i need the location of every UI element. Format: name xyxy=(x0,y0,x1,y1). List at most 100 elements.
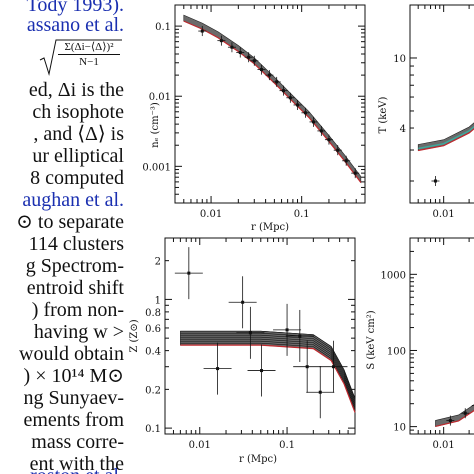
data-point xyxy=(298,334,302,338)
model-red-line xyxy=(418,128,474,152)
paper-text-line: ⊙ to separate xyxy=(16,211,124,233)
data-point xyxy=(463,411,467,415)
model-red-line xyxy=(180,344,356,413)
model-hatch-line xyxy=(180,336,356,405)
y-tick-label: 0.4 xyxy=(145,347,161,358)
paper-text-line: ed, Δi is the xyxy=(28,79,124,101)
data-point xyxy=(281,89,285,93)
paper-text-line: g Spectrom- xyxy=(25,255,124,277)
y-tick-label: 10 xyxy=(393,423,406,434)
data-point xyxy=(285,328,289,332)
panel-ne-frame xyxy=(174,4,366,204)
data-point xyxy=(311,120,315,124)
x-tick-label: 0.01 xyxy=(433,209,455,220)
model-band xyxy=(183,14,362,184)
model-red-line xyxy=(183,20,362,183)
data-point xyxy=(327,138,331,142)
y-tick-label: 1 xyxy=(155,295,161,306)
panel-ne-ylabel: nₑ (cm⁻³) xyxy=(150,102,161,148)
figure: nₑ (cm⁻³) r (Mpc) T (keV) Z (Z⊙) r (Mpc)… xyxy=(129,4,474,465)
data-point xyxy=(260,369,264,373)
y-tick-label: 0.6 xyxy=(145,324,161,335)
model-teal-line xyxy=(418,125,474,150)
x-tick-label: 0.1 xyxy=(294,209,310,220)
paper-text-line: assano et al. xyxy=(26,14,124,36)
panel-Z-xlabel: r (Mpc) xyxy=(239,454,277,465)
data-point xyxy=(241,300,245,304)
paper-text-line: ng Sunyaev- xyxy=(23,387,124,409)
paper-text-line: 114 clusters xyxy=(28,233,124,255)
paper-text-line: 8 computed xyxy=(30,167,124,189)
paper-text-line: would obtain xyxy=(19,343,124,365)
x-tick-label: 0.01 xyxy=(200,209,222,220)
data-point xyxy=(238,51,242,55)
data-point xyxy=(303,111,307,115)
data-point xyxy=(344,159,348,163)
data-point xyxy=(305,365,309,369)
y-tick-label: 2 xyxy=(155,257,161,268)
paper-text-line: , and ⟨Δ⟩ is xyxy=(33,123,124,145)
data-point xyxy=(187,271,191,275)
data-point xyxy=(275,80,279,84)
model-red-line xyxy=(435,409,474,428)
paper-text-line: ements from xyxy=(23,409,124,431)
panel-Z-frame xyxy=(164,237,356,435)
data-point xyxy=(248,331,252,335)
model-hatch-line xyxy=(180,330,356,399)
data-point xyxy=(200,29,204,33)
y-tick-label: 1000 xyxy=(381,270,406,281)
paper-text-line: ) × 10¹⁴ M⊙ xyxy=(23,365,124,387)
paper-text-line: ur elliptical xyxy=(32,145,124,167)
data-point xyxy=(252,59,256,63)
paper-text-line: ent with the xyxy=(29,453,124,474)
data-point xyxy=(319,129,323,133)
data-point xyxy=(288,96,292,100)
y-tick-label: 0.8 xyxy=(145,308,161,319)
data-point xyxy=(219,39,223,43)
paper-text-line: aughan et al. xyxy=(22,189,124,211)
y-tick-label: 0.001 xyxy=(142,162,171,173)
panel-T-ylabel: T (keV) xyxy=(378,96,389,133)
paper-text-line: roston et al. xyxy=(30,465,124,474)
data-point xyxy=(336,148,340,152)
paper-text-line: having w > xyxy=(33,321,124,343)
paper-text-line: ) from non- xyxy=(31,299,124,321)
panel-Z-ylabel: Z (Z⊙) xyxy=(129,319,140,352)
formula-numerator: Σ(Δi−⟨Δ⟩)² xyxy=(58,41,120,55)
paper-text-line: entroid shift xyxy=(26,277,124,299)
panel-S-frame xyxy=(409,237,474,435)
data-point xyxy=(267,73,271,77)
data-point xyxy=(216,367,220,371)
formula-sqrt: Σ(Δi−⟨Δ⟩)² N−1 xyxy=(38,38,122,78)
paper-text-line: mass corre- xyxy=(31,431,124,453)
data-point xyxy=(353,171,357,175)
model-hatch-line xyxy=(180,334,356,403)
formula-denominator: N−1 xyxy=(79,56,99,68)
data-point xyxy=(318,390,322,394)
y-tick-label: 4 xyxy=(400,124,406,135)
panel-ne-xlabel: r (Mpc) xyxy=(251,222,289,233)
panel-S-ylabel: S (keV cm²) xyxy=(366,310,377,369)
x-tick-label: 0.1 xyxy=(279,440,295,451)
data-point xyxy=(259,68,263,72)
y-tick-label: 10 xyxy=(393,54,406,65)
x-tick-label: 0.01 xyxy=(189,440,211,451)
y-tick-label: 0.1 xyxy=(155,22,171,33)
y-tick-label: 0.1 xyxy=(145,424,161,435)
paper-text-line: ch isophote xyxy=(32,101,124,123)
chart-marks: 0.01 0.1 0.1 0.01 0.001 0.01 10 4 0.01 0.1 2 1 0.8 0.… xyxy=(142,4,474,451)
data-point xyxy=(448,419,452,423)
model-hatch-line xyxy=(180,338,356,407)
data-point xyxy=(247,55,251,59)
x-tick-label: 0.01 xyxy=(433,440,455,451)
panel-T-frame xyxy=(409,4,474,204)
paper-text-line: Tody 1993). xyxy=(26,0,124,16)
model-hatch-line xyxy=(180,340,356,409)
paper-text-column: Tody 1993). assano et al. ed, Δi is the ch … xyxy=(0,0,128,474)
y-tick-label: 100 xyxy=(387,346,406,357)
model-hatch-line xyxy=(180,342,356,411)
y-tick-label: 0.01 xyxy=(149,92,171,103)
data-point xyxy=(296,103,300,107)
data-point xyxy=(331,365,335,369)
y-tick-label: 0.2 xyxy=(145,385,161,396)
